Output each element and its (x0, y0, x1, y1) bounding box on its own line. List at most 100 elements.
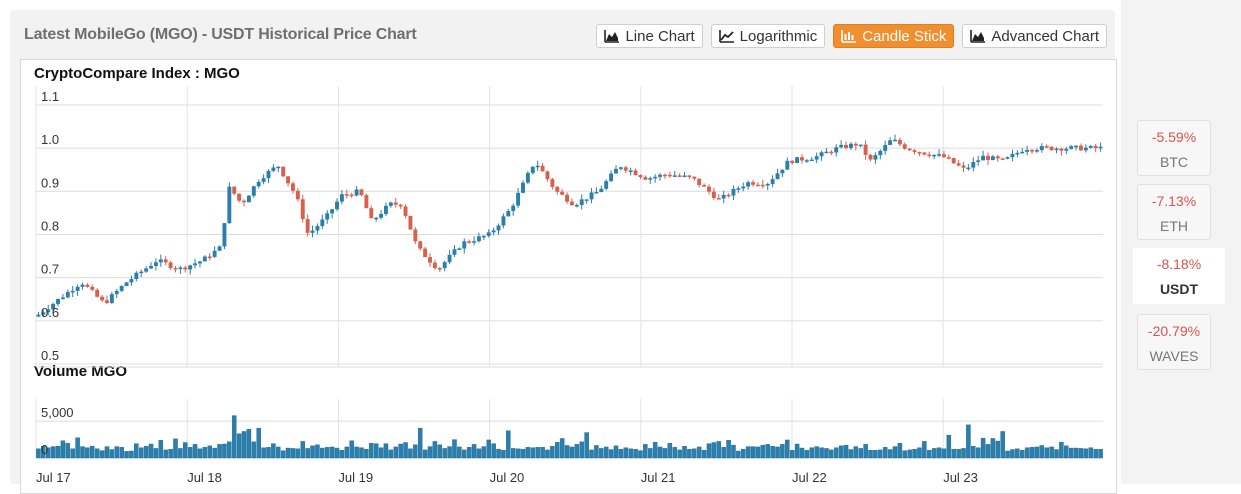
volume-bar (618, 448, 624, 459)
volume-bar (868, 450, 873, 459)
candlestick-chart[interactable]: 0.5 0.6 0.7 0.8 0.9 1.0 1.1 Jul 17 Jul 18 Jul 19 J… (21, 60, 1116, 493)
candle-body (897, 139, 902, 145)
waves-change: -20.79% (1147, 323, 1201, 339)
volume-bar (94, 448, 100, 459)
candle-body (937, 154, 941, 156)
candle-body (858, 144, 863, 147)
candle-body (408, 215, 413, 230)
candle-body (349, 194, 354, 197)
volume-bar (980, 437, 986, 459)
volume-bar (931, 448, 937, 459)
candle-body (922, 152, 927, 155)
candle-body (697, 178, 702, 186)
line-chart-icon (718, 30, 734, 43)
candle-body (1069, 146, 1074, 149)
candle-body (932, 154, 937, 157)
candle-body (383, 205, 388, 214)
volume-bar (936, 447, 942, 459)
tab-line-chart[interactable]: Line Chart (596, 24, 703, 48)
candle-body (227, 186, 232, 224)
volume-bar (819, 447, 824, 459)
candle-body (1005, 157, 1010, 159)
candle-body (222, 223, 227, 247)
candle-body (242, 200, 246, 203)
eth-symbol: ETH (1160, 218, 1188, 234)
tab-advanced-chart[interactable]: Advanced Chart (962, 24, 1107, 48)
volume-bar (633, 448, 638, 459)
volume-bar (295, 448, 301, 459)
tab-logarithmic[interactable]: Logarithmic (710, 24, 826, 48)
currency-btc[interactable]: -5.59% BTC (1137, 120, 1211, 176)
volume-bar (359, 447, 364, 459)
volume-bar (80, 446, 85, 459)
candle-body (545, 171, 550, 180)
candle-body (662, 174, 667, 177)
volume-bar (902, 450, 908, 459)
candle-body (60, 297, 65, 299)
currency-usdt[interactable]: -8.18% USDT (1133, 248, 1225, 304)
volume-bar (344, 446, 350, 459)
candle-body (320, 219, 325, 227)
volume-bar (569, 446, 575, 459)
candle-body (246, 195, 251, 203)
usdt-symbol: USDT (1159, 281, 1199, 297)
candle-body (149, 265, 153, 269)
candle-body (707, 186, 711, 192)
volume-bar (701, 450, 707, 459)
area-chart-icon (970, 30, 986, 43)
candle-body (1020, 151, 1025, 154)
volume-bar (579, 441, 584, 459)
volume-bar (1078, 448, 1084, 459)
volume-bar (320, 447, 325, 459)
volume-bar (1019, 450, 1025, 459)
volume-bar (1034, 446, 1040, 459)
volume-bar (657, 446, 663, 459)
btc-change: -5.59% (1151, 129, 1197, 145)
candle-body (721, 194, 726, 199)
volume-bar (897, 443, 903, 459)
volume-bar (227, 441, 232, 459)
candle-body (1039, 146, 1044, 151)
volume-bar (266, 447, 271, 459)
candle-body (501, 216, 506, 226)
candle-body (442, 262, 447, 269)
tab-candle-stick[interactable]: Candle Stick (833, 24, 955, 48)
candle-body (565, 194, 570, 202)
candle-body (65, 291, 70, 298)
candle-body (560, 191, 565, 195)
candle-body (883, 144, 888, 151)
volume-y-tick-label: 0 (41, 442, 48, 457)
currency-eth[interactable]: -7.13% ETH (1137, 184, 1211, 240)
candle-body (330, 209, 335, 214)
volume-bar (510, 448, 516, 459)
candle-body (839, 144, 844, 148)
candle-body (516, 192, 521, 206)
candle-body (790, 160, 795, 164)
candle-body (765, 183, 770, 186)
volume-bar (383, 443, 389, 459)
candle-body (1010, 153, 1015, 158)
candle-body (604, 181, 609, 189)
volume-bar (75, 437, 80, 459)
candle-body (105, 300, 109, 303)
volume-bar (447, 446, 452, 459)
candle-body (300, 199, 305, 220)
volume-bar (706, 443, 712, 459)
candle-body (976, 160, 981, 163)
candle-body (927, 154, 932, 157)
x-tick-label: Jul 22 (792, 470, 827, 485)
y-tick-label: 0.7 (41, 262, 59, 277)
volume-bar (442, 448, 447, 459)
volume-bar (545, 449, 550, 459)
volume-bar (975, 447, 981, 459)
candle-body (476, 236, 481, 242)
candle-body (256, 181, 261, 187)
currency-waves[interactable]: -20.79% WAVES (1137, 314, 1211, 370)
candle-body (848, 143, 853, 149)
candle-body (41, 312, 46, 315)
candle-body (139, 271, 144, 274)
candle-body (134, 272, 139, 280)
volume-bar (848, 449, 854, 459)
volume-bar (1073, 447, 1079, 459)
candle-body (198, 261, 202, 264)
